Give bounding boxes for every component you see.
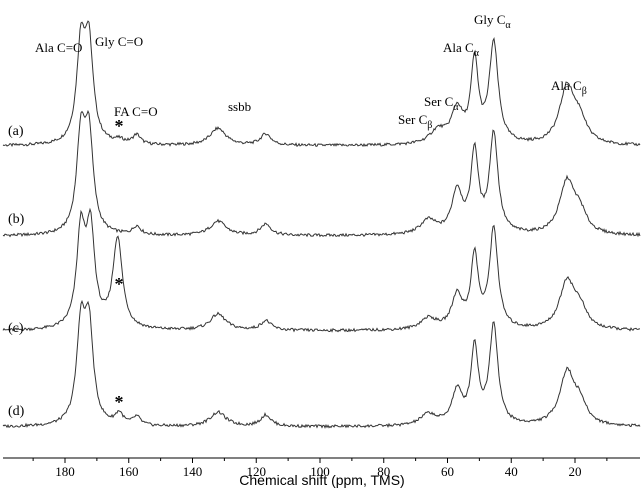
- spectra-traces: [2, 20, 641, 429]
- peak-annotation: Ser Cβ: [398, 112, 432, 131]
- asterisk-annotation: *: [115, 274, 124, 294]
- trace-label: (a): [8, 124, 24, 139]
- x-axis-label: Chemical shift (ppm, TMS): [239, 472, 404, 488]
- peak-annotation: ssbb: [228, 99, 251, 114]
- x-tick-label: 20: [569, 464, 582, 479]
- asterisk-annotation: *: [115, 392, 124, 412]
- peak-annotation: Gly C=O: [95, 34, 143, 49]
- x-axis-ticks: 180 160 140 120 100 80 60 40 20: [32, 458, 608, 479]
- peak-annotation: Ala Cβ: [551, 78, 587, 97]
- peak-annotation: FA C=O: [114, 104, 158, 119]
- spectrum-trace-4: [2, 299, 641, 429]
- x-tick-label: 120: [247, 464, 267, 479]
- x-tick-label: 180: [55, 464, 75, 479]
- x-tick-label: 160: [119, 464, 139, 479]
- spectrum-trace-1: [2, 20, 641, 148]
- spectrum-trace-2: [2, 109, 641, 238]
- trace-label: (d): [8, 404, 25, 419]
- x-tick-label: 80: [377, 464, 390, 479]
- plot-area: 180 160 140 120 100 80 60 40 20 (a) (b) (c) (d) Ala…: [2, 12, 641, 479]
- asterisk-annotation: *: [115, 116, 124, 136]
- x-tick-label: 100: [310, 464, 330, 479]
- x-tick-label: 140: [183, 464, 203, 479]
- trace-labels: (a) (b) (c) (d): [8, 124, 25, 419]
- peak-annotation: Ala Cα: [443, 40, 480, 59]
- peak-annotation: Ala C=O: [35, 40, 82, 55]
- peak-annotation: Gly Cα: [474, 12, 511, 31]
- peak-annotation: Ser Cα: [424, 94, 459, 113]
- trace-label: (b): [8, 212, 25, 227]
- x-tick-label: 40: [505, 464, 518, 479]
- spectrum-trace-3: [2, 207, 640, 333]
- x-tick-label: 60: [441, 464, 454, 479]
- trace-label: (c): [8, 321, 24, 336]
